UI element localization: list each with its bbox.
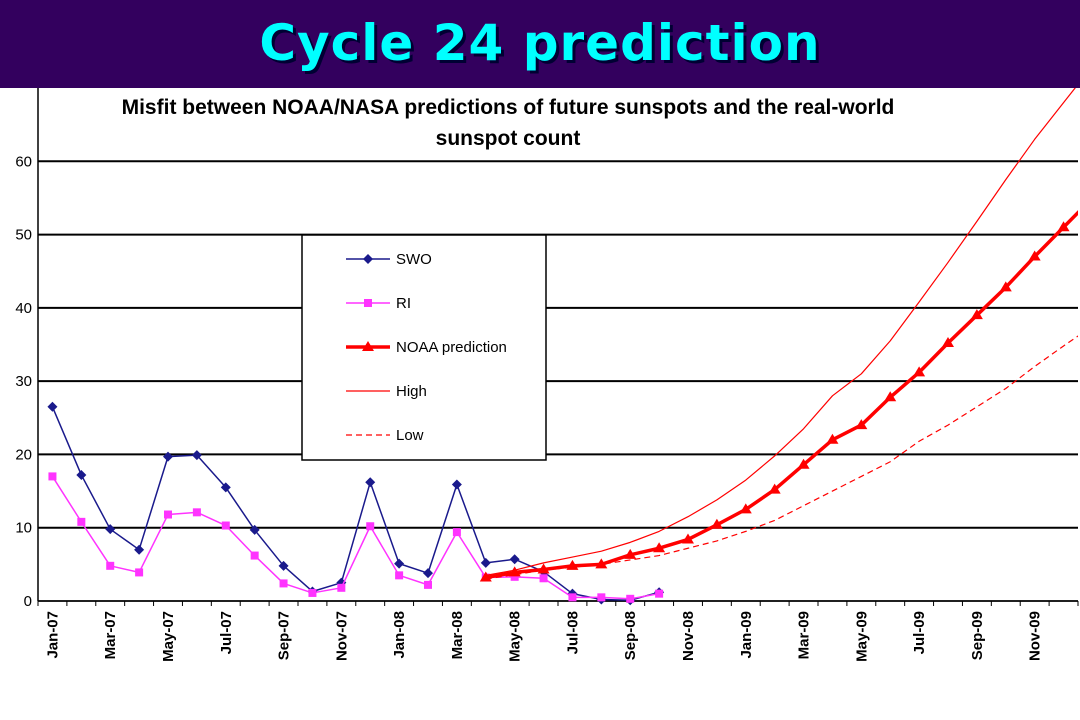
y-tick-label: 0 (24, 593, 32, 610)
point-swo (249, 524, 260, 535)
y-tick-label: 30 (15, 373, 32, 390)
x-tick-label: Jul-09 (911, 611, 928, 654)
x-tick-label: Nov-07 (333, 611, 350, 661)
series-line-low (485, 335, 1078, 580)
x-tick-label: Jan-08 (391, 611, 408, 659)
legend-label-high: High (396, 383, 427, 400)
point-ri (395, 571, 404, 580)
point-swo (47, 401, 58, 412)
point-noaa-prediction (826, 433, 839, 444)
point-ri (279, 579, 288, 588)
chart-title-line: sunspot count (436, 127, 581, 150)
y-tick-label: 20 (15, 446, 32, 463)
point-noaa-prediction (913, 366, 926, 377)
point-noaa-prediction (682, 533, 694, 544)
point-noaa-prediction (855, 419, 868, 430)
x-tick-label: Sep-09 (969, 611, 986, 660)
x-tick-label: May-08 (507, 611, 524, 662)
x-tick-label: Jul-07 (218, 611, 235, 654)
point-swo (480, 557, 491, 568)
sunspot-chart: 0 10 20 30 40 50 60 Jan-07 Mar-07 May-07 Jul-07 Sep… (15, 88, 1079, 662)
point-noaa-prediction (710, 518, 723, 529)
point-swo (451, 479, 462, 490)
chart-title-line: Misfit between NOAA/NASA predictions of … (122, 96, 895, 119)
y-tick-label: 50 (15, 227, 32, 244)
point-noaa-prediction (1028, 250, 1041, 261)
x-tick-label: Mar-08 (449, 611, 466, 659)
legend-label-swo: SWO (396, 251, 432, 268)
x-tick-label: May-09 (853, 611, 870, 662)
y-tick-label: 40 (15, 300, 32, 317)
x-tick-label: May-07 (160, 611, 177, 662)
point-ri (626, 594, 635, 603)
point-noaa-prediction (970, 309, 983, 320)
point-ri (164, 510, 172, 519)
point-ri (568, 593, 577, 602)
point-ri (655, 589, 664, 598)
x-tick-label: Mar-07 (102, 611, 119, 659)
point-noaa-prediction (942, 337, 954, 348)
point-ri (106, 561, 115, 570)
legend-label-low: Low (396, 427, 424, 444)
point-ri (192, 508, 201, 517)
slide-title: Cycle 24 prediction (259, 14, 821, 72)
legend-marker-swo (363, 254, 373, 264)
point-ri (539, 574, 548, 583)
point-noaa-prediction (797, 458, 810, 469)
point-noaa-prediction (653, 542, 666, 553)
point-swo (105, 524, 116, 535)
point-swo (134, 544, 145, 555)
point-ri (337, 583, 346, 592)
series-line-high (485, 88, 1076, 576)
point-swo (163, 451, 173, 462)
chart-frame: 0 10 20 30 40 50 60 Jan-07 Mar-07 May-07 Jul-07 Sep… (0, 88, 1080, 720)
point-noaa-prediction (1057, 221, 1070, 232)
point-ri (308, 588, 317, 597)
x-tick-label: Sep-08 (622, 611, 639, 660)
point-noaa-prediction (595, 558, 608, 569)
point-swo (336, 577, 347, 588)
point-ri (250, 551, 259, 560)
point-swo (423, 568, 433, 579)
point-ri (597, 593, 606, 602)
legend-marker-noaa-prediction (362, 341, 374, 351)
point-ri (366, 522, 375, 531)
point-swo (365, 477, 376, 488)
x-tick-label: Jan-09 (738, 611, 755, 659)
legend-box (301, 234, 547, 461)
y-tick-label: 60 (15, 153, 32, 170)
series-line-ri (51, 476, 660, 600)
x-tick-label: Nov-08 (680, 611, 697, 661)
point-swo (220, 482, 231, 493)
point-ri (135, 568, 144, 577)
point-swo (191, 450, 202, 461)
point-ri (48, 472, 57, 481)
x-tick-label: Mar-09 (796, 611, 813, 659)
point-ri (77, 517, 86, 526)
x-tick-label: Jan-07 (44, 611, 61, 659)
series-line-swo (51, 406, 660, 602)
point-noaa-prediction (884, 391, 897, 402)
point-swo (76, 469, 87, 480)
x-tick-label: Sep-07 (276, 611, 293, 660)
point-ri (221, 521, 230, 530)
point-noaa-prediction (624, 548, 637, 559)
point-ri (424, 580, 432, 589)
legend-label-ri: RI (396, 295, 411, 312)
point-noaa-prediction (999, 281, 1012, 292)
series-line-noaa-prediction (485, 210, 1078, 580)
point-ri (452, 528, 461, 537)
point-swo (509, 554, 520, 565)
title-bar (0, 0, 1080, 88)
x-tick-label: Nov-09 (1027, 611, 1044, 661)
point-swo (278, 560, 289, 571)
x-tick-label: Jul-08 (564, 611, 581, 654)
point-ri (510, 572, 519, 581)
point-noaa-prediction (739, 503, 752, 514)
point-swo (394, 558, 405, 569)
legend-label-noaa-prediction: NOAA prediction (396, 339, 507, 356)
y-tick-label: 10 (15, 520, 32, 537)
legend-marker-ri (364, 299, 372, 307)
point-noaa-prediction (768, 483, 781, 494)
